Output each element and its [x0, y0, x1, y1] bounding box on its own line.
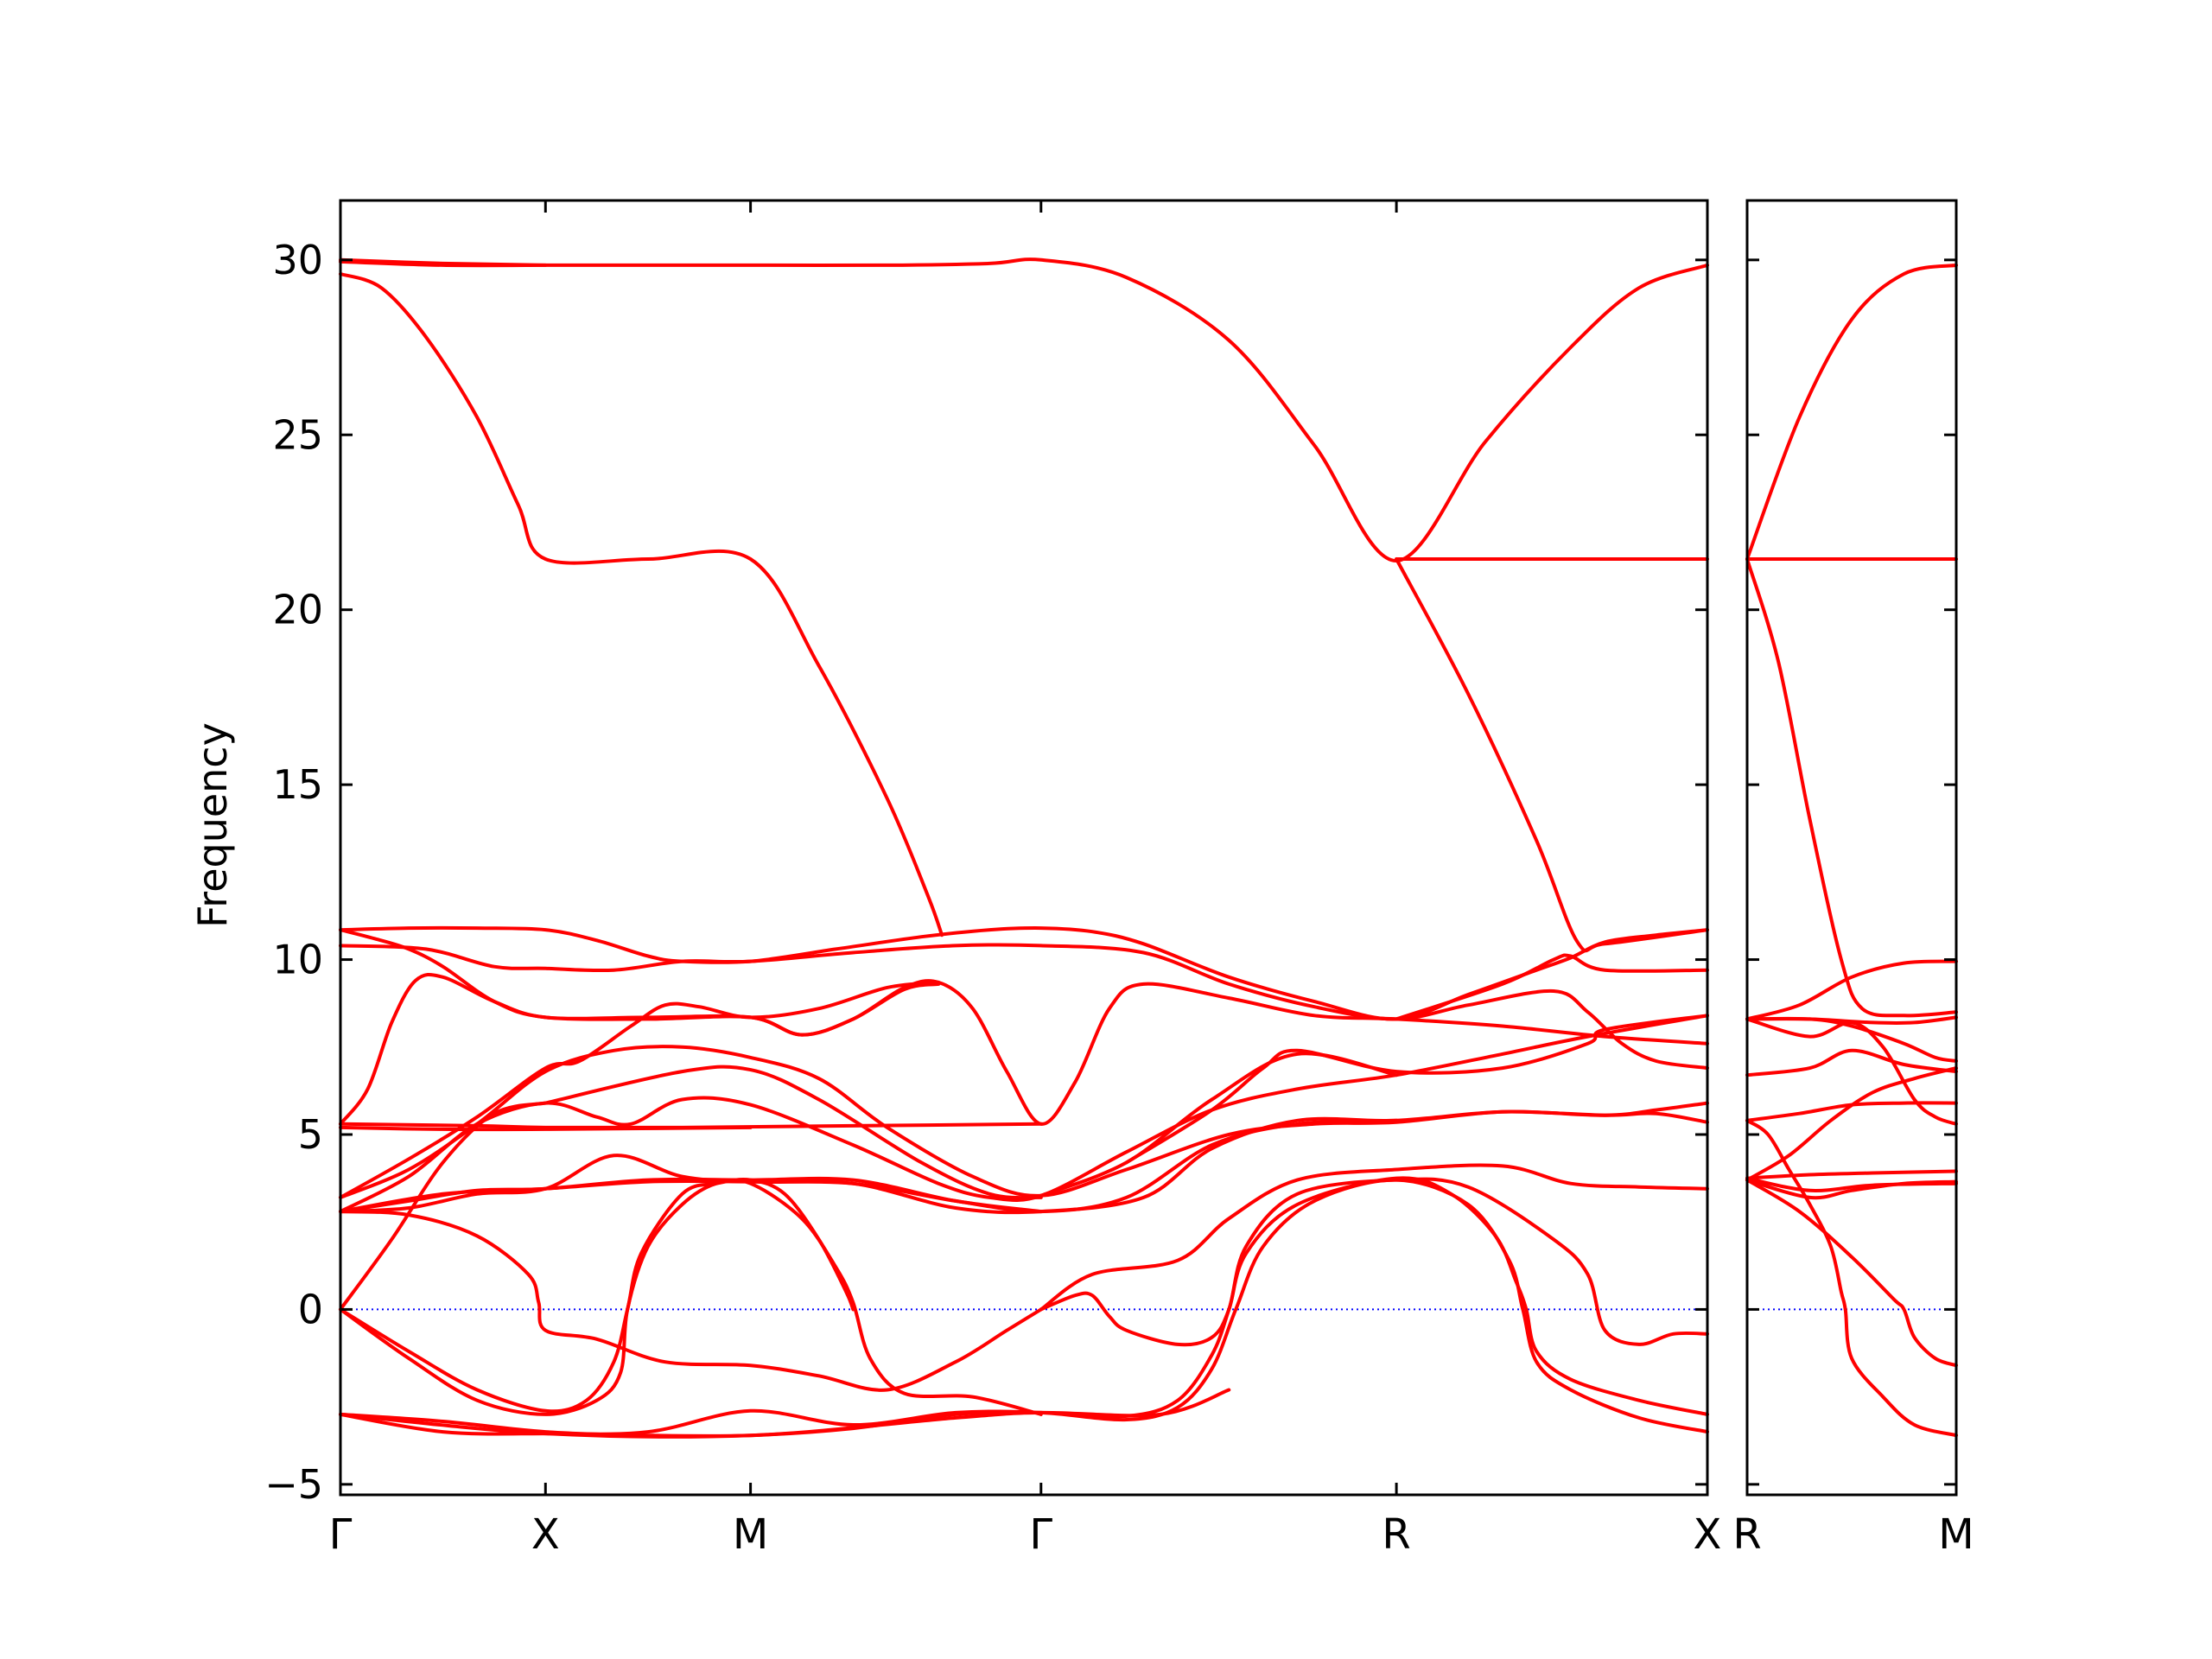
x-tick-label: X — [531, 1510, 560, 1559]
band-line — [1745, 263, 1958, 561]
band-line — [339, 943, 1709, 1071]
band-line — [1745, 1169, 1958, 1180]
band-line — [1039, 1177, 1709, 1347]
band-line — [339, 257, 1709, 563]
y-tick-label: 15 — [272, 761, 323, 808]
band-line — [339, 1176, 1709, 1438]
band-line — [339, 1101, 548, 1312]
band-line — [1745, 1017, 1958, 1126]
x-tick-label: M — [733, 1510, 768, 1559]
band-line — [1745, 1176, 1958, 1192]
x-tick-label: Γ — [1029, 1510, 1052, 1559]
x-tick-label: M — [1938, 1510, 1974, 1559]
band-line — [1745, 1066, 1958, 1182]
band-line — [339, 1178, 1043, 1416]
band-line — [339, 1388, 1231, 1439]
band-line — [1745, 1178, 1958, 1368]
plot-frame — [1745, 199, 1958, 1497]
x-tick-label: X — [1694, 1510, 1722, 1559]
y-tick-label: −5 — [264, 1461, 323, 1508]
band-line — [1745, 1118, 1958, 1438]
y-tick-label: 5 — [298, 1111, 323, 1158]
band-line — [1745, 959, 1958, 1021]
band-line — [1745, 557, 1958, 1018]
band-line — [1039, 1163, 1709, 1312]
band-line — [339, 973, 941, 1126]
band-line — [339, 925, 1709, 1021]
band-line — [1124, 1014, 1709, 1165]
band-line — [339, 980, 941, 1199]
band-line — [339, 1176, 1043, 1214]
band-line — [1745, 1016, 1958, 1063]
band-line — [339, 1125, 753, 1132]
band-line — [339, 928, 1709, 1126]
band-line — [1395, 953, 1709, 1021]
y-tick-label: 30 — [272, 237, 323, 283]
y-tick-label: 10 — [272, 937, 323, 983]
x-tick-label: R — [1732, 1510, 1761, 1559]
y-axis-label: Frequency — [189, 722, 236, 928]
band-line — [543, 1065, 1043, 1200]
y-tick-label: 0 — [298, 1286, 323, 1332]
plot-frame — [339, 199, 1709, 1497]
band-line — [339, 259, 548, 268]
x-tick-label: R — [1382, 1510, 1410, 1559]
y-tick-label: 25 — [272, 411, 323, 458]
band-line — [339, 1210, 1043, 1392]
y-tick-label: 20 — [272, 587, 323, 633]
main-panel: −5 0 5 10 15 20 25 30 Γ X M Γ R X — [264, 199, 1722, 1559]
band-line — [339, 1118, 1399, 1214]
band-line — [339, 1178, 855, 1414]
band-line — [1395, 557, 1709, 953]
band-line — [1745, 1048, 1958, 1077]
band-line — [339, 272, 944, 938]
x-tick-label: Γ — [329, 1510, 353, 1559]
band-line — [339, 1178, 1709, 1436]
